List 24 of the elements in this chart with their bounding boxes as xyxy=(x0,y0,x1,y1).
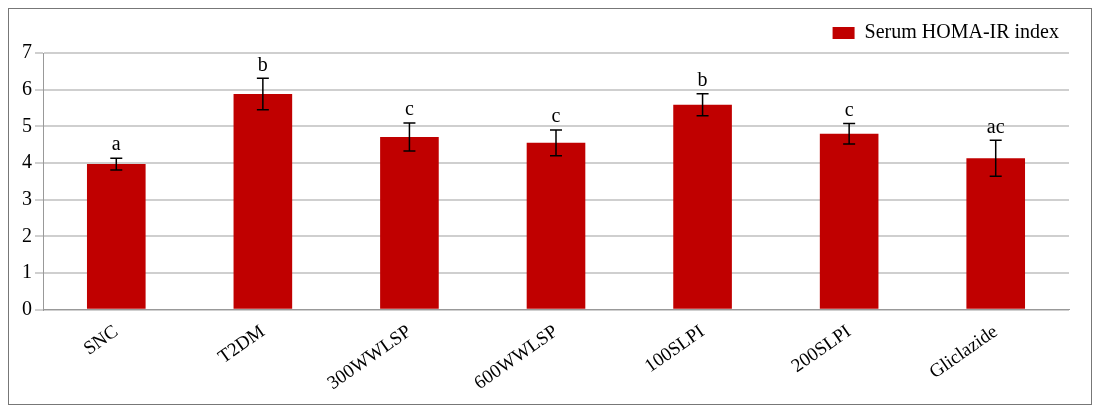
annotation: c xyxy=(404,97,414,120)
y-tick-label: 5 xyxy=(22,113,32,136)
annotation: ac xyxy=(986,114,1005,137)
y-tick-label: 7 xyxy=(22,40,32,63)
annotation: b xyxy=(257,52,268,75)
bar xyxy=(966,158,1026,309)
bar xyxy=(86,164,146,309)
annotation: b xyxy=(697,67,708,90)
y-tick-label: 4 xyxy=(22,150,32,173)
y-tick-label: 2 xyxy=(22,223,32,246)
annotation: a xyxy=(111,132,121,155)
y-tick-label: 6 xyxy=(22,76,32,99)
bar xyxy=(673,104,732,309)
annotation: c xyxy=(844,97,854,120)
bar xyxy=(380,136,439,309)
annotation: c xyxy=(551,104,561,127)
bar xyxy=(526,142,586,309)
x-tick-label: SNC xyxy=(79,320,122,359)
bar xyxy=(819,133,879,309)
y-tick-label: 3 xyxy=(22,186,32,209)
y-tick-label: 0 xyxy=(22,296,32,319)
bar xyxy=(233,94,293,309)
legend-label: Serum HOMA-IR index xyxy=(864,20,1060,43)
y-tick-label: 1 xyxy=(22,260,32,283)
